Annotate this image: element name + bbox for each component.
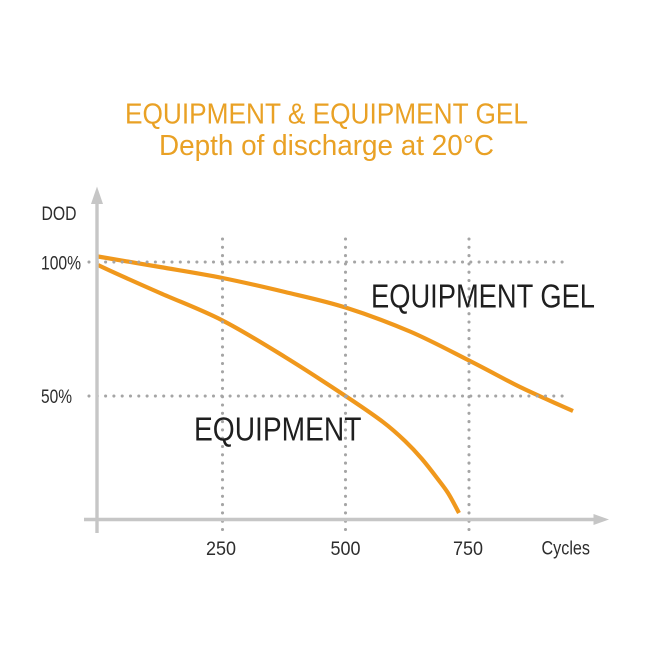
svg-text:EQUIPMENT & EQUIPMENT GEL: EQUIPMENT & EQUIPMENT GEL [125, 98, 528, 130]
svg-text:50%: 50% [41, 387, 72, 408]
svg-text:100%: 100% [41, 253, 81, 274]
svg-text:Depth of discharge at 20°C: Depth of discharge at 20°C [159, 130, 494, 162]
svg-text:500: 500 [331, 539, 361, 560]
svg-text:750: 750 [453, 539, 483, 560]
svg-text:EQUIPMENT GEL: EQUIPMENT GEL [371, 278, 595, 315]
svg-text:Cycles: Cycles [542, 539, 591, 560]
svg-text:EQUIPMENT: EQUIPMENT [194, 410, 362, 447]
svg-text:DOD: DOD [42, 204, 77, 225]
svg-text:250: 250 [206, 539, 236, 560]
